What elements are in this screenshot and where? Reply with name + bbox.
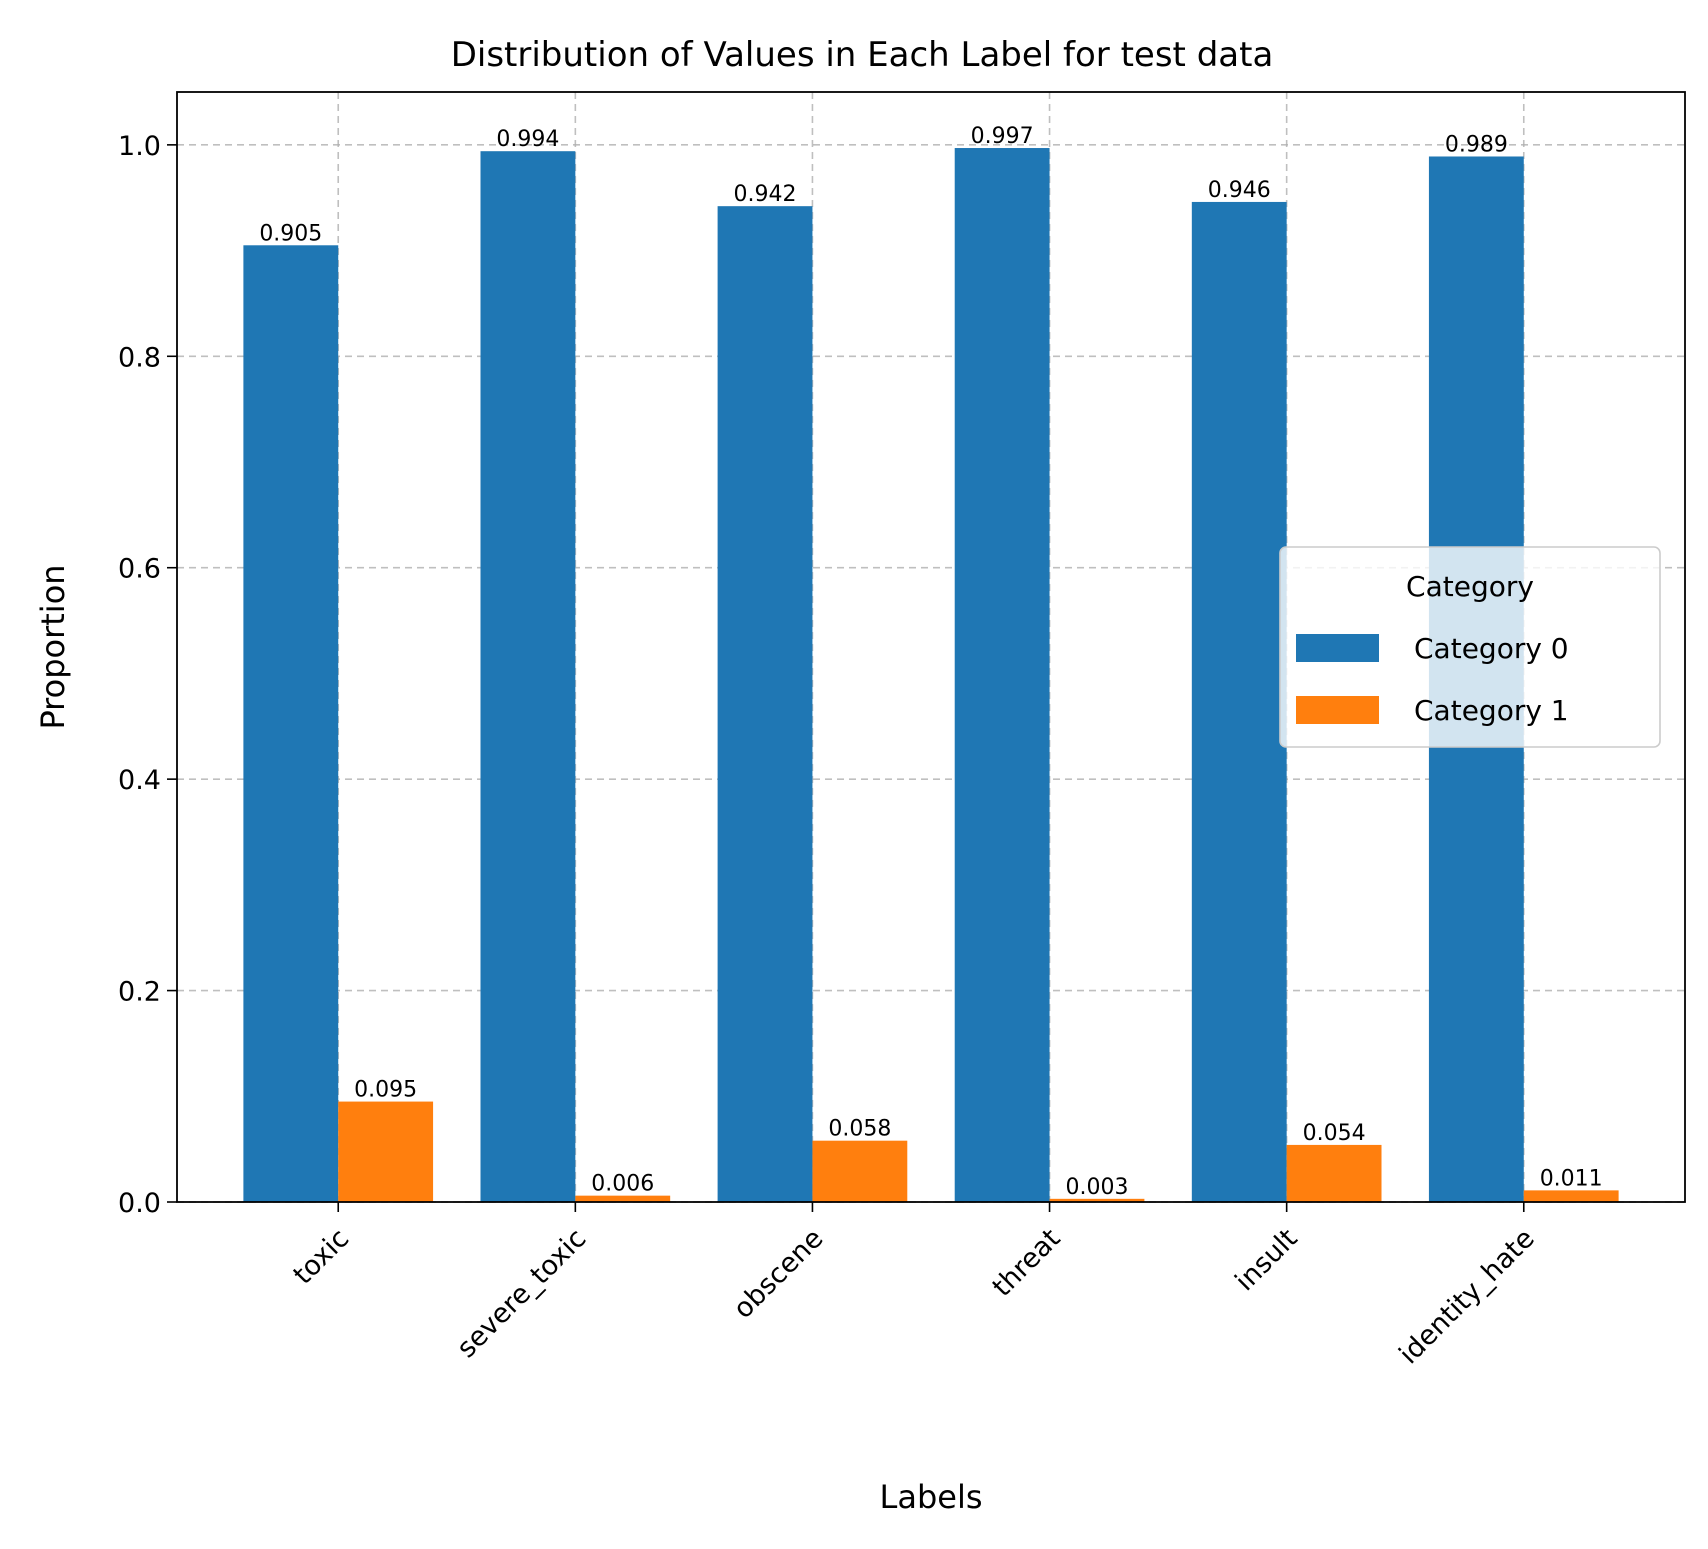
legend-title: Category xyxy=(1406,570,1534,603)
data-label-severe_toxic-series-0: 0.994 xyxy=(496,127,559,152)
bar-toxic-series-0 xyxy=(243,245,339,1203)
legend: Category Category 0 Category 1 xyxy=(1279,546,1661,748)
bar-obscene-series-0 xyxy=(717,206,813,1202)
bar-threat-series-0 xyxy=(954,148,1050,1202)
legend-swatch-category-0 xyxy=(1296,634,1379,662)
legend-swatch-category-1 xyxy=(1296,696,1379,724)
bar-identity_hate-series-1 xyxy=(1523,1190,1619,1202)
x-axis-label: Labels xyxy=(880,1478,983,1516)
y-tick-label-0: 0.0 xyxy=(118,1188,161,1219)
data-label-threat-series-0: 0.997 xyxy=(971,124,1034,149)
data-label-identity_hate-series-0: 0.989 xyxy=(1445,132,1508,157)
data-label-identity_hate-series-1: 0.011 xyxy=(1540,1166,1603,1191)
bar-insult-series-0 xyxy=(1191,201,1287,1202)
data-label-threat-series-1: 0.003 xyxy=(1065,1175,1128,1200)
data-label-obscene-series-1: 0.058 xyxy=(828,1117,891,1142)
bar-obscene-series-1 xyxy=(812,1140,908,1202)
legend-label-category-1: Category 1 xyxy=(1414,694,1569,727)
data-label-obscene-series-0: 0.942 xyxy=(734,182,797,207)
legend-label-category-0: Category 0 xyxy=(1414,632,1569,665)
y-tick-label-2: 0.4 xyxy=(118,765,161,796)
bar-threat-series-1 xyxy=(1049,1198,1145,1202)
y-axis-label: Proportion xyxy=(34,564,72,729)
y-tick-label-5: 1.0 xyxy=(118,131,161,162)
y-tick-label-3: 0.6 xyxy=(118,554,161,585)
bar-toxic-series-1 xyxy=(338,1101,434,1202)
data-label-insult-series-0: 0.946 xyxy=(1208,178,1271,203)
bar-data-labels: 0.905 0.994 0.942 0.997 0.946 0.989 0.095 0.006… xyxy=(259,124,1602,1200)
y-tick-label-1: 0.2 xyxy=(118,977,161,1008)
y-tick-label-4: 0.8 xyxy=(118,342,161,373)
data-label-severe_toxic-series-1: 0.006 xyxy=(591,1172,654,1197)
data-label-insult-series-1: 0.054 xyxy=(1303,1121,1366,1146)
plot-frame xyxy=(176,91,1686,1203)
bar-severe_toxic-series-0 xyxy=(480,151,576,1203)
data-label-toxic-series-0: 0.905 xyxy=(259,221,322,246)
y-axis-ticks: 0.0 0.2 0.4 0.6 0.8 1.0 xyxy=(118,131,177,1219)
bar-severe_toxic-series-1 xyxy=(575,1195,671,1202)
data-label-toxic-series-1: 0.095 xyxy=(354,1078,417,1103)
chart-title: Distribution of Values in Each Label for… xyxy=(451,35,1274,75)
bar-insult-series-1 xyxy=(1286,1144,1382,1202)
